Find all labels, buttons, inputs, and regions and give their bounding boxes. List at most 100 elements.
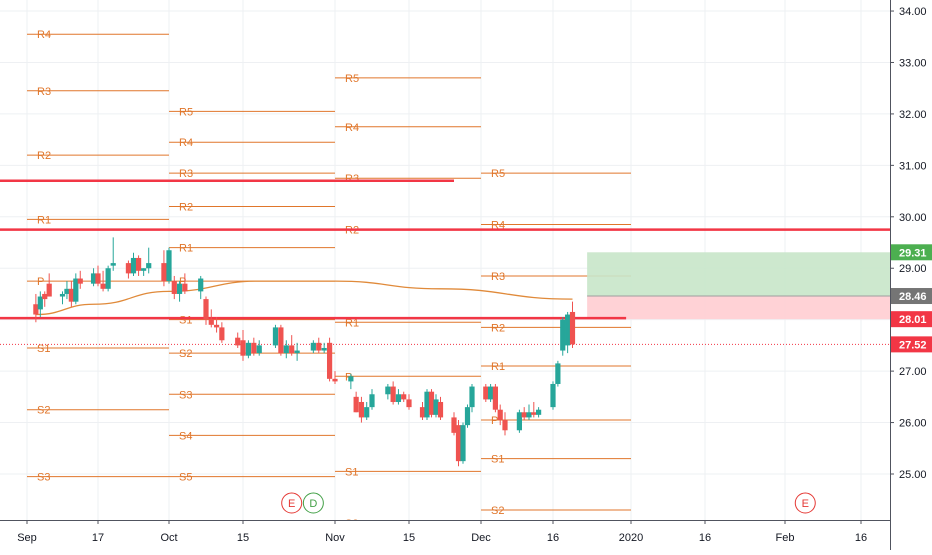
pivot-label: P xyxy=(491,415,498,427)
x-tick-label: 15 xyxy=(403,532,415,544)
event-marker[interactable]: E xyxy=(794,492,816,514)
pivot-label: R2 xyxy=(491,322,505,334)
candle-body xyxy=(497,409,503,420)
candle-body xyxy=(182,283,188,292)
candle xyxy=(251,337,257,356)
candle xyxy=(289,335,295,356)
price-badge-label: 28.46 xyxy=(899,291,927,303)
y-tick-label: 30.00 xyxy=(899,212,927,224)
candle xyxy=(401,391,407,402)
price-badge-bg xyxy=(891,311,932,328)
candle-body xyxy=(73,278,79,302)
candle xyxy=(502,412,508,436)
pivot-label: S5 xyxy=(179,472,192,484)
y-tick-label: 32.00 xyxy=(899,109,927,121)
candle-body xyxy=(64,288,70,294)
candle xyxy=(46,273,52,297)
event-marker[interactable]: D xyxy=(302,492,324,514)
candle-body xyxy=(488,386,494,400)
candle xyxy=(166,247,172,284)
event-marker-circle[interactable] xyxy=(281,492,303,514)
candle-body xyxy=(294,350,300,354)
moving-average xyxy=(35,280,573,316)
x-tick-label: Oct xyxy=(160,532,177,544)
candle-body xyxy=(278,327,284,354)
pivot-label: S2 xyxy=(179,348,192,360)
candle xyxy=(406,394,412,410)
candle xyxy=(73,273,79,305)
candle-body xyxy=(203,299,209,320)
event-marker-circle[interactable] xyxy=(794,492,816,514)
event-marker-label: E xyxy=(802,498,809,510)
candle xyxy=(59,291,66,305)
candle-body xyxy=(219,327,225,341)
candle-body xyxy=(560,319,566,351)
candle xyxy=(130,252,137,276)
pivot-label: R1 xyxy=(345,317,359,329)
pivot-label: S4 xyxy=(179,430,192,442)
candle xyxy=(235,332,241,348)
red-horizontal-lines xyxy=(0,179,890,320)
candle-body xyxy=(161,263,167,282)
candle xyxy=(428,389,435,418)
x-tick-label: 2020 xyxy=(619,532,643,544)
candle xyxy=(451,412,457,436)
pivot-label: R3 xyxy=(345,173,359,185)
candle-body xyxy=(437,401,444,418)
candle xyxy=(219,322,225,343)
candle xyxy=(385,383,391,400)
price-badge-bg xyxy=(891,288,932,305)
candle xyxy=(68,281,74,307)
candle-body xyxy=(235,337,241,346)
candle-body xyxy=(208,319,214,325)
candle-body xyxy=(555,363,561,384)
x-tick-label: Nov xyxy=(325,532,345,544)
candle xyxy=(464,404,471,428)
pivot-label: S1 xyxy=(345,466,358,478)
candle xyxy=(531,401,537,418)
candle-body xyxy=(146,263,152,269)
candle-body xyxy=(316,342,322,351)
event-marker[interactable]: E xyxy=(281,492,303,514)
candle xyxy=(321,342,327,354)
y-tick-label: 33.00 xyxy=(899,57,927,69)
pivot-label: S2 xyxy=(37,405,50,417)
candle-body xyxy=(321,347,327,351)
candle-body xyxy=(531,412,537,415)
candle-body xyxy=(90,273,97,284)
candle-body xyxy=(401,394,407,400)
loss-zone xyxy=(587,296,890,320)
candle xyxy=(369,389,375,410)
pivot-label: S1 xyxy=(37,343,50,355)
candle-body xyxy=(353,396,359,413)
candle xyxy=(469,383,475,413)
candle xyxy=(526,404,532,420)
candle-body xyxy=(516,412,522,431)
event-marker-circle[interactable] xyxy=(302,492,324,514)
candle-body xyxy=(428,391,435,415)
pivot-label: S1 xyxy=(491,454,504,466)
price-axis[interactable] xyxy=(890,0,932,550)
candle xyxy=(100,270,106,292)
x-tick-label: Sep xyxy=(17,532,37,544)
price-badge: 28.46 xyxy=(891,288,932,305)
candle xyxy=(483,383,489,402)
candle-body xyxy=(245,342,252,356)
x-tick-label: 17 xyxy=(92,532,104,544)
pivot-label: S2 xyxy=(491,505,504,517)
pivot-label: R2 xyxy=(37,150,51,162)
time-axis[interactable] xyxy=(0,520,890,550)
x-tick-label: 16 xyxy=(855,532,867,544)
candle xyxy=(536,407,542,418)
candle-body xyxy=(125,263,132,274)
candle-body xyxy=(95,273,101,284)
candle xyxy=(135,255,142,276)
candle-body xyxy=(569,311,576,345)
candle xyxy=(203,296,209,325)
pivot-label: R3 xyxy=(37,86,51,98)
candle-body xyxy=(251,342,257,354)
candle-body xyxy=(369,394,375,408)
